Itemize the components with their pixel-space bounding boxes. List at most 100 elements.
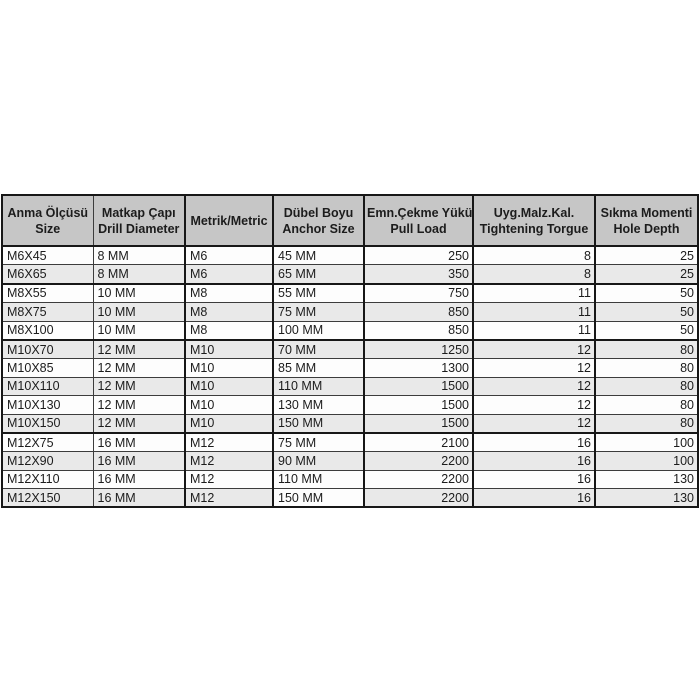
column-header-line: Tightening Torgue: [479, 221, 589, 236]
cell-anma-olcusu-size: M10X85: [1, 358, 94, 378]
cell-dubel-boyu-anchor-size: 75 MM: [272, 432, 365, 453]
column-header-line: Matkap Çapı: [101, 205, 176, 220]
cell-anma-olcusu-size: M12X150: [1, 488, 94, 508]
column-header-line: Uyg.Malz.Kal.: [493, 205, 575, 220]
cell-sikma-momenti-hole-depth: 50: [594, 302, 699, 322]
column-header-line: Metrik/Metric: [190, 213, 268, 228]
cell-emn-cekme-yuku-pull-load: 2200: [363, 469, 474, 490]
column-header-emn-cekme-yuku-pull-load: Emn.Çekme Yükü Pull Load: [363, 194, 474, 247]
cell-uyg-malz-kal-tightening-torgue: 11: [472, 283, 596, 304]
cell-uyg-malz-kal-tightening-torgue: 16: [472, 469, 596, 490]
cell-matkap-capi-drill-diameter: 16 MM: [92, 488, 186, 508]
cell-dubel-boyu-anchor-size: 150 MM: [272, 488, 365, 508]
table-row: M10X85 12 MM M10 85 MM 1300 12 80: [1, 358, 699, 378]
cell-emn-cekme-yuku-pull-load: 1500: [363, 376, 474, 397]
cell-metrik-metric: M8: [184, 283, 274, 304]
column-header-line: Anma Ölçüsü: [7, 205, 89, 220]
table-row: M8X75 10 MM M8 75 MM 850 11 50: [1, 302, 699, 322]
cell-uyg-malz-kal-tightening-torgue: 12: [472, 339, 596, 360]
cell-sikma-momenti-hole-depth: 80: [594, 413, 699, 434]
cell-dubel-boyu-anchor-size: 150 MM: [272, 413, 365, 434]
header-row: Anma Ölçüsü Size Matkap Çapı Drill Diameter…: [1, 194, 699, 247]
cell-uyg-malz-kal-tightening-torgue: 16: [472, 432, 596, 453]
table-row: M8X55 10 MM M8 55 MM 750 11 50: [1, 283, 699, 304]
column-header-matkap-capi-drill-diameter: Matkap Çapı Drill Diameter: [92, 194, 186, 247]
column-header-metrik-metric: Metrik/Metric: [184, 194, 274, 247]
cell-dubel-boyu-anchor-size: 110 MM: [272, 469, 365, 490]
table-row: M6X65 8 MM M6 65 MM 350 8 25: [1, 264, 699, 285]
cell-sikma-momenti-hole-depth: 25: [594, 264, 699, 285]
cell-matkap-capi-drill-diameter: 8 MM: [92, 245, 186, 266]
table-row: M12X90 16 MM M12 90 MM 2200 16 100: [1, 451, 699, 471]
cell-matkap-capi-drill-diameter: 10 MM: [92, 320, 186, 341]
cell-sikma-momenti-hole-depth: 80: [594, 395, 699, 415]
cell-emn-cekme-yuku-pull-load: 1500: [363, 413, 474, 434]
cell-metrik-metric: M12: [184, 469, 274, 490]
cell-emn-cekme-yuku-pull-load: 2200: [363, 451, 474, 471]
cell-dubel-boyu-anchor-size: 45 MM: [272, 245, 365, 266]
cell-dubel-boyu-anchor-size: 85 MM: [272, 358, 365, 378]
column-header-line: Emn.Çekme Yükü: [367, 205, 473, 220]
cell-metrik-metric: M10: [184, 413, 274, 434]
table-row: M8X100 10 MM M8 100 MM 850 11 50: [1, 320, 699, 341]
spec-table-container: Anma Ölçüsü Size Matkap Çapı Drill Diameter…: [1, 194, 699, 509]
table-row: M6X45 8 MM M6 45 MM 250 8 25: [1, 245, 699, 266]
cell-matkap-capi-drill-diameter: 12 MM: [92, 358, 186, 378]
cell-uyg-malz-kal-tightening-torgue: 8: [472, 264, 596, 285]
table-row: M12X110 16 MM M12 110 MM 2200 16 130: [1, 469, 699, 490]
cell-anma-olcusu-size: M12X90: [1, 451, 94, 471]
cell-sikma-momenti-hole-depth: 100: [594, 432, 699, 453]
cell-metrik-metric: M12: [184, 488, 274, 508]
table-row: M12X150 16 MM M12 150 MM 2200 16 130: [1, 488, 699, 508]
cell-metrik-metric: M10: [184, 376, 274, 397]
cell-dubel-boyu-anchor-size: 55 MM: [272, 283, 365, 304]
cell-emn-cekme-yuku-pull-load: 1300: [363, 358, 474, 378]
column-header-line: Hole Depth: [613, 221, 680, 236]
cell-anma-olcusu-size: M10X130: [1, 395, 94, 415]
table-row: M10X150 12 MM M10 150 MM 1500 12 80: [1, 413, 699, 434]
cell-metrik-metric: M10: [184, 339, 274, 360]
cell-sikma-momenti-hole-depth: 80: [594, 339, 699, 360]
column-header-line: Drill Diameter: [98, 221, 180, 236]
cell-metrik-metric: M6: [184, 264, 274, 285]
cell-matkap-capi-drill-diameter: 12 MM: [92, 376, 186, 397]
cell-metrik-metric: M12: [184, 432, 274, 453]
cell-matkap-capi-drill-diameter: 16 MM: [92, 432, 186, 453]
cell-emn-cekme-yuku-pull-load: 750: [363, 283, 474, 304]
cell-uyg-malz-kal-tightening-torgue: 8: [472, 245, 596, 266]
column-header-uyg-malz-kal-tightening-torgue: Uyg.Malz.Kal. Tightening Torgue: [472, 194, 596, 247]
cell-uyg-malz-kal-tightening-torgue: 12: [472, 358, 596, 378]
cell-matkap-capi-drill-diameter: 16 MM: [92, 469, 186, 490]
cell-sikma-momenti-hole-depth: 100: [594, 451, 699, 471]
column-header-line: Dübel Boyu: [283, 205, 354, 220]
cell-uyg-malz-kal-tightening-torgue: 11: [472, 320, 596, 341]
cell-anma-olcusu-size: M8X100: [1, 320, 94, 341]
table-body: M6X45 8 MM M6 45 MM 250 8 25 M6X65 8 MM M6 65 MM 35…: [1, 245, 699, 508]
cell-dubel-boyu-anchor-size: 65 MM: [272, 264, 365, 285]
cell-anma-olcusu-size: M10X70: [1, 339, 94, 360]
cell-emn-cekme-yuku-pull-load: 250: [363, 245, 474, 266]
cell-anma-olcusu-size: M10X110: [1, 376, 94, 397]
cell-anma-olcusu-size: M6X65: [1, 264, 94, 285]
column-header-line: Pull Load: [390, 221, 447, 236]
cell-sikma-momenti-hole-depth: 80: [594, 376, 699, 397]
cell-dubel-boyu-anchor-size: 90 MM: [272, 451, 365, 471]
cell-anma-olcusu-size: M12X110: [1, 469, 94, 490]
cell-metrik-metric: M8: [184, 302, 274, 322]
cell-sikma-momenti-hole-depth: 130: [594, 488, 699, 508]
cell-matkap-capi-drill-diameter: 12 MM: [92, 339, 186, 360]
cell-anma-olcusu-size: M10X150: [1, 413, 94, 434]
cell-emn-cekme-yuku-pull-load: 1250: [363, 339, 474, 360]
cell-anma-olcusu-size: M12X75: [1, 432, 94, 453]
cell-sikma-momenti-hole-depth: 25: [594, 245, 699, 266]
column-header-anma-olcusu-size: Anma Ölçüsü Size: [1, 194, 94, 247]
table-row: M10X130 12 MM M10 130 MM 1500 12 80: [1, 395, 699, 415]
column-header-line: Anchor Size: [282, 221, 355, 236]
cell-uyg-malz-kal-tightening-torgue: 16: [472, 488, 596, 508]
cell-metrik-metric: M8: [184, 320, 274, 341]
cell-dubel-boyu-anchor-size: 100 MM: [272, 320, 365, 341]
table-row: M12X75 16 MM M12 75 MM 2100 16 100: [1, 432, 699, 453]
column-header-dubel-boyu-anchor-size: Dübel Boyu Anchor Size: [272, 194, 365, 247]
column-header-line: Sıkma Momenti: [600, 205, 693, 220]
